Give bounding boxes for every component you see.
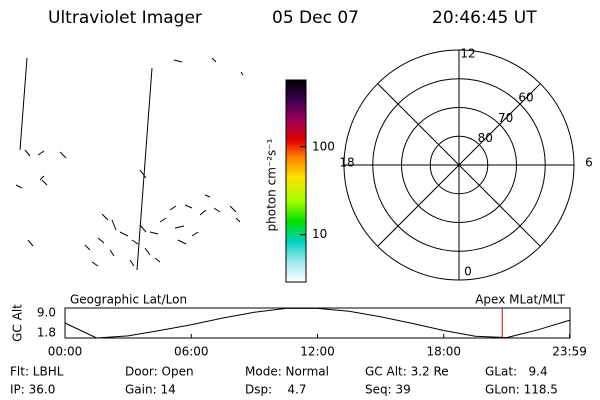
colorbar [285,79,307,283]
y-tick-label: 1.8 [37,326,56,340]
diagonal [458,83,541,166]
altitude-line [64,307,571,339]
info-field: GLon: 118.5 [485,383,558,397]
diagonal [377,83,460,166]
colorbar-tick-label: 100 [312,139,335,153]
time: 20:46:45 UT [432,8,537,28]
diagonal [458,164,541,247]
info-field: Door: Open [125,365,194,379]
image-map [15,57,244,271]
mlt-label: 12 [460,47,475,61]
info-field: IP: 36.0 [10,383,55,397]
info-field: Flt: LBHL [10,365,64,379]
x-tick-label: 00:00 [48,345,83,359]
x-tick-label: 12:00 [300,345,335,359]
colorbar-tick-label: 10 [312,227,327,241]
left-label: Geographic Lat/Lon [70,293,187,307]
right-label: Apex MLat/MLT [475,293,565,307]
diagonal [377,164,460,247]
x-tick-label: 06:00 [174,345,209,359]
info-field: GC Alt: 3.2 Re [365,365,449,379]
info-field: Dsp: 4.7 [245,383,307,397]
y-axis-label: GC Alt [11,304,25,342]
info-field: Seq: 39 [365,383,411,397]
info-field: Mode: Normal [245,365,329,379]
date: 05 Dec 07 [272,8,359,28]
colorbar-label: photon cm⁻²s⁻¹ [265,138,279,231]
orbit-plot: Geographic Lat/Lon Apex MLat/MLT GC Alt 9.0… [11,293,587,359]
x-tick-label: 18:00 [426,345,461,359]
mlt-label: 18 [339,156,354,170]
info-field: Gain: 14 [125,383,176,397]
mlt-label: 6 [585,156,593,170]
mlt-label: 0 [464,265,472,279]
info-field: GLat: 9.4 [485,365,548,379]
title: Ultraviolet Imager [48,8,202,28]
info-panel: Flt: LBHL Door: Open Mode: Normal GC Alt: 3… [10,365,558,397]
y-tick-label: 9.0 [37,306,56,320]
x-tick-label: 23:59 [552,345,587,359]
